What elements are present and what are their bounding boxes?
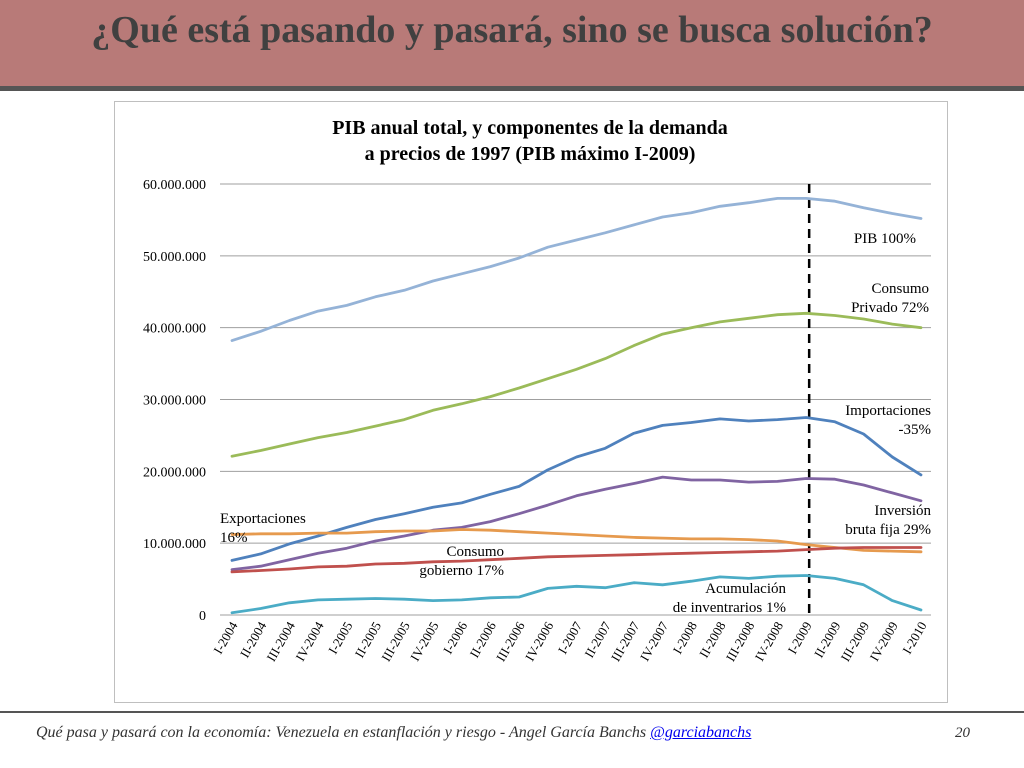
chart-title-line: a precios de 1997 (PIB máximo I-2009) [365,143,696,165]
y-tick-label: 0 [199,609,206,624]
series-label: Exportaciones [220,511,306,527]
footer-divider [0,711,1024,713]
header-divider [0,86,1024,91]
y-tick-label: 60.000.000 [143,178,206,193]
slide-title: ¿Qué está pasando y pasará, sino se busc… [91,9,933,51]
series-label: PIB 100% [854,231,916,247]
y-tick-label: 20.000.000 [143,465,206,480]
series-line [230,528,923,554]
series-label: Acumulación [705,581,786,597]
x-tick-label: I-2005 [325,619,355,657]
y-tick-label: 30.000.000 [143,394,206,409]
x-tick-label: I-2010 [899,619,929,657]
series-label: Inversión [874,503,931,519]
line-chart: PIB anual total, y componentes de la dem… [143,117,932,664]
x-tick-label: IV-2006 [522,619,557,664]
footer: Qué pasa y pasará con la economía: Venez… [36,724,751,742]
y-tick-label: 40.000.000 [143,322,206,337]
series-label: Privado 72% [851,300,929,316]
series-label: Consumo [871,281,929,297]
x-tick-label: IV-2005 [407,619,441,664]
x-tick-label: IV-2009 [866,619,900,664]
series-line [230,546,923,574]
series-line [230,574,923,615]
series-line [230,475,923,572]
header-bar [0,0,1024,86]
series-line [230,416,923,562]
x-tick-label: I-2006 [440,619,471,657]
footer-text: Qué pasa y pasará con la economía: Venez… [36,724,647,741]
series-line [230,311,923,458]
series-line [230,197,923,343]
series-label: bruta fija 29% [845,522,931,538]
series-label: de inventrarios 1% [673,600,786,616]
x-tick-label: IV-2008 [752,619,786,664]
x-tick-label: I-2004 [210,619,241,657]
series-label: Importaciones [845,403,931,419]
y-tick-label: 50.000.000 [143,250,206,265]
x-tick-label: I-2007 [555,619,586,657]
series-label: gobierno 17% [419,563,504,579]
series-label: 16% [220,530,248,546]
twitter-link[interactable]: @garciabanchs [650,724,752,741]
chart-title-line: PIB anual total, y componentes de la dem… [332,117,728,139]
x-tick-label: I-2008 [670,619,700,657]
y-tick-label: 10.000.000 [143,537,206,552]
x-tick-label: IV-2007 [637,619,672,664]
series-label: Consumo [446,544,504,560]
series-label: -35% [899,422,932,438]
page-number: 20 [955,725,970,741]
x-tick-label: I-2009 [784,619,814,657]
x-tick-label: IV-2004 [292,619,327,664]
